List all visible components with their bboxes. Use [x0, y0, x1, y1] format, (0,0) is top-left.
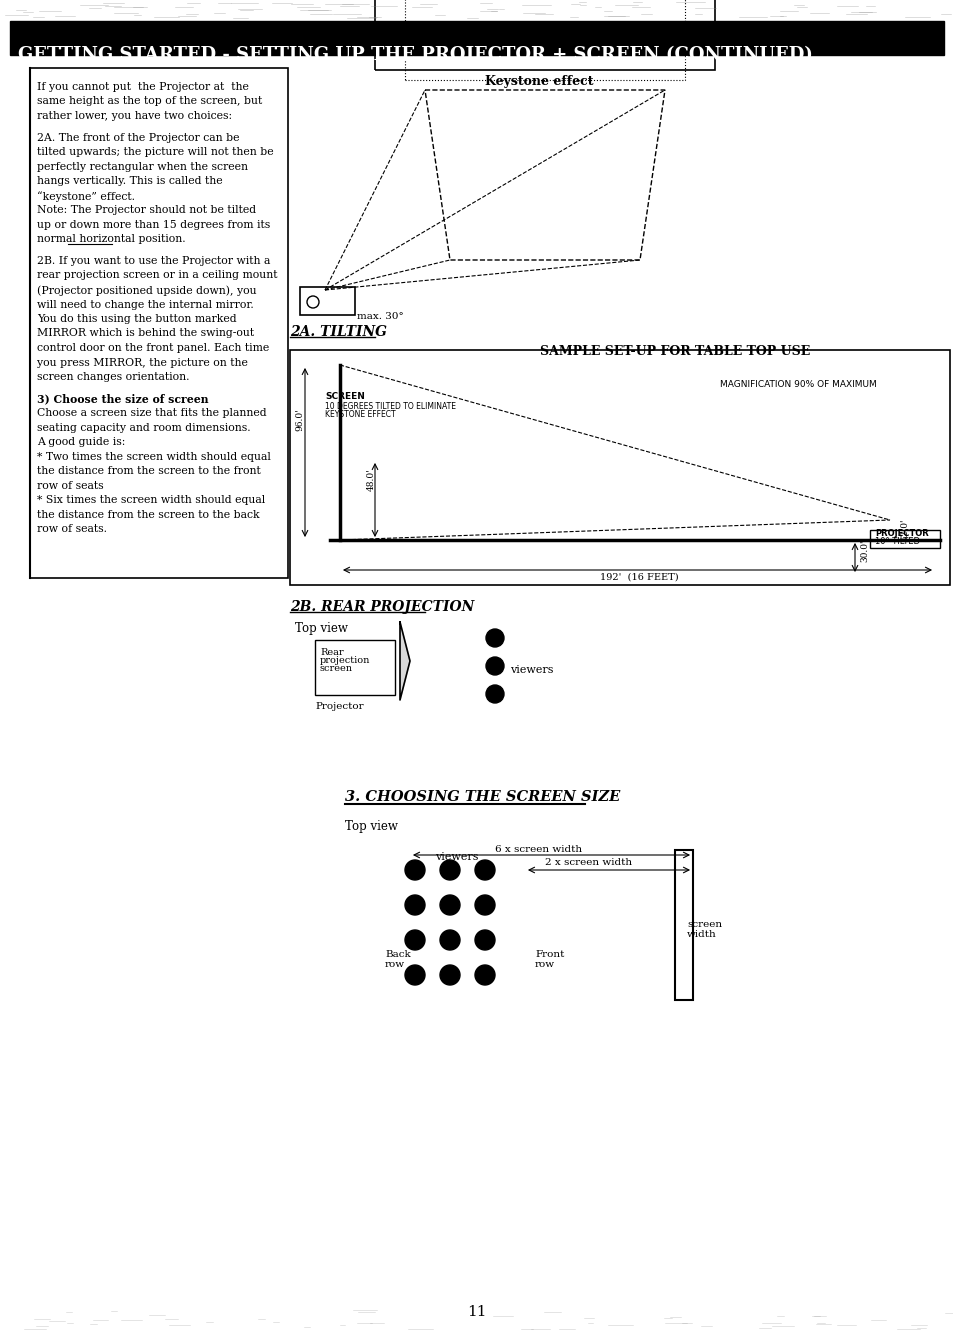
Text: Front: Front — [535, 951, 564, 959]
Text: 2 x screen width: 2 x screen width — [544, 858, 632, 866]
Text: 2B. If you want to use the Projector with a: 2B. If you want to use the Projector wit… — [37, 256, 270, 266]
Text: MAGNIFICATION 90% OF MAXIMUM: MAGNIFICATION 90% OF MAXIMUM — [720, 380, 876, 388]
Text: 10 DEGREES TILTED TO ELIMINATE: 10 DEGREES TILTED TO ELIMINATE — [325, 402, 456, 411]
Circle shape — [405, 860, 424, 880]
Text: (Projector positioned upside down), you: (Projector positioned upside down), you — [37, 284, 256, 295]
Text: width: width — [686, 930, 716, 939]
Text: 11: 11 — [467, 1306, 486, 1319]
Text: control door on the front panel. Each time: control door on the front panel. Each ti… — [37, 343, 269, 352]
Text: 2B. REAR PROJECTION: 2B. REAR PROJECTION — [290, 599, 474, 614]
Text: SCREEN: SCREEN — [325, 392, 364, 400]
Text: If you cannot put  the Projector at  the: If you cannot put the Projector at the — [37, 81, 249, 92]
Text: same height as the top of the screen, but: same height as the top of the screen, bu… — [37, 96, 262, 107]
Text: 12.0': 12.0' — [899, 517, 908, 539]
Text: Projector: Projector — [314, 702, 363, 712]
Text: “keystone” effect.: “keystone” effect. — [37, 191, 135, 202]
Bar — [405, 0, 684, 80]
Bar — [375, 0, 714, 69]
Text: row of seats.: row of seats. — [37, 525, 107, 534]
Circle shape — [485, 629, 503, 647]
Circle shape — [405, 965, 424, 985]
Text: Choose a screen size that fits the planned: Choose a screen size that fits the plann… — [37, 409, 266, 418]
Text: row: row — [535, 960, 555, 969]
Text: row of seats: row of seats — [37, 481, 104, 491]
Text: 10° TILTED: 10° TILTED — [874, 537, 919, 546]
Circle shape — [475, 930, 495, 951]
Circle shape — [475, 860, 495, 880]
Circle shape — [485, 685, 503, 704]
Bar — [675, 850, 692, 1000]
Bar — [299, 287, 355, 315]
Text: seating capacity and room dimensions.: seating capacity and room dimensions. — [37, 423, 251, 433]
Text: rear projection screen or in a ceiling mount: rear projection screen or in a ceiling m… — [37, 271, 277, 280]
Text: 30.0': 30.0' — [859, 539, 868, 562]
Circle shape — [439, 930, 459, 951]
Bar — [314, 639, 395, 696]
Circle shape — [405, 930, 424, 951]
Circle shape — [475, 894, 495, 914]
Text: 96.0': 96.0' — [294, 409, 304, 431]
Text: 192'  (16 FEET): 192' (16 FEET) — [599, 573, 678, 582]
Circle shape — [439, 965, 459, 985]
Text: SAMPLE SET-UP FOR TABLE TOP USE: SAMPLE SET-UP FOR TABLE TOP USE — [539, 344, 809, 358]
Text: GETTING STARTED - SETTING UP THE PROJECTOR + SCREEN (CONTINUED): GETTING STARTED - SETTING UP THE PROJECT… — [18, 45, 812, 64]
Circle shape — [485, 657, 503, 676]
Text: projection: projection — [319, 655, 370, 665]
Circle shape — [405, 894, 424, 914]
Text: will need to change the internal mirror.: will need to change the internal mirror. — [37, 299, 253, 310]
Text: rather lower, you have two choices:: rather lower, you have two choices: — [37, 111, 232, 121]
Text: Top view: Top view — [294, 622, 348, 635]
Text: 2A. The front of the Projector can be: 2A. The front of the Projector can be — [37, 132, 239, 143]
Text: KEYSTONE EFFECT: KEYSTONE EFFECT — [325, 410, 395, 419]
Text: Keystone effect: Keystone effect — [484, 75, 593, 88]
Circle shape — [439, 894, 459, 914]
Text: * Two times the screen width should equal: * Two times the screen width should equa… — [37, 451, 271, 462]
Text: screen: screen — [319, 663, 353, 673]
Text: A good guide is:: A good guide is: — [37, 438, 125, 447]
Text: screen: screen — [686, 920, 721, 929]
Circle shape — [307, 296, 318, 308]
Text: PROJECTOR: PROJECTOR — [874, 529, 928, 538]
Bar — [10, 21, 943, 55]
Text: up or down more than 15 degrees from its: up or down more than 15 degrees from its — [37, 220, 270, 230]
Polygon shape — [399, 622, 410, 700]
Text: max. 30°: max. 30° — [356, 312, 403, 320]
Text: * Six times the screen width should equal: * Six times the screen width should equa… — [37, 495, 265, 505]
Text: viewers: viewers — [510, 665, 553, 676]
Text: 48.0': 48.0' — [367, 469, 375, 491]
Text: the distance from the screen to the front: the distance from the screen to the fron… — [37, 466, 260, 477]
Bar — [290, 350, 949, 585]
Text: hangs vertically. This is called the: hangs vertically. This is called the — [37, 176, 222, 187]
Text: Top view: Top view — [345, 820, 397, 833]
Text: Note: The Projector should not be tilted: Note: The Projector should not be tilted — [37, 206, 255, 215]
Text: normal horizontal position.: normal horizontal position. — [37, 234, 186, 244]
Text: 6 x screen width: 6 x screen width — [495, 845, 581, 854]
Text: you press MIRROR, the picture on the: you press MIRROR, the picture on the — [37, 358, 248, 367]
Text: 3. CHOOSING THE SCREEN SIZE: 3. CHOOSING THE SCREEN SIZE — [345, 790, 619, 804]
Bar — [869, 530, 939, 547]
Circle shape — [439, 860, 459, 880]
Text: the distance from the screen to the back: the distance from the screen to the back — [37, 510, 259, 519]
Text: MIRROR which is behind the swing-out: MIRROR which is behind the swing-out — [37, 328, 253, 339]
Text: viewers: viewers — [435, 852, 478, 862]
Text: Rear: Rear — [319, 647, 343, 657]
Text: Back: Back — [385, 951, 411, 959]
Bar — [30, 68, 288, 578]
Text: perfectly rectangular when the screen: perfectly rectangular when the screen — [37, 162, 248, 172]
Text: row: row — [385, 960, 405, 969]
Text: screen changes orientation.: screen changes orientation. — [37, 372, 190, 382]
Circle shape — [475, 965, 495, 985]
Text: 3) Choose the size of screen: 3) Choose the size of screen — [37, 394, 209, 405]
Text: You do this using the button marked: You do this using the button marked — [37, 314, 236, 324]
Text: tilted upwards; the picture will not then be: tilted upwards; the picture will not the… — [37, 147, 274, 158]
Text: 2A. TILTING: 2A. TILTING — [290, 324, 387, 339]
